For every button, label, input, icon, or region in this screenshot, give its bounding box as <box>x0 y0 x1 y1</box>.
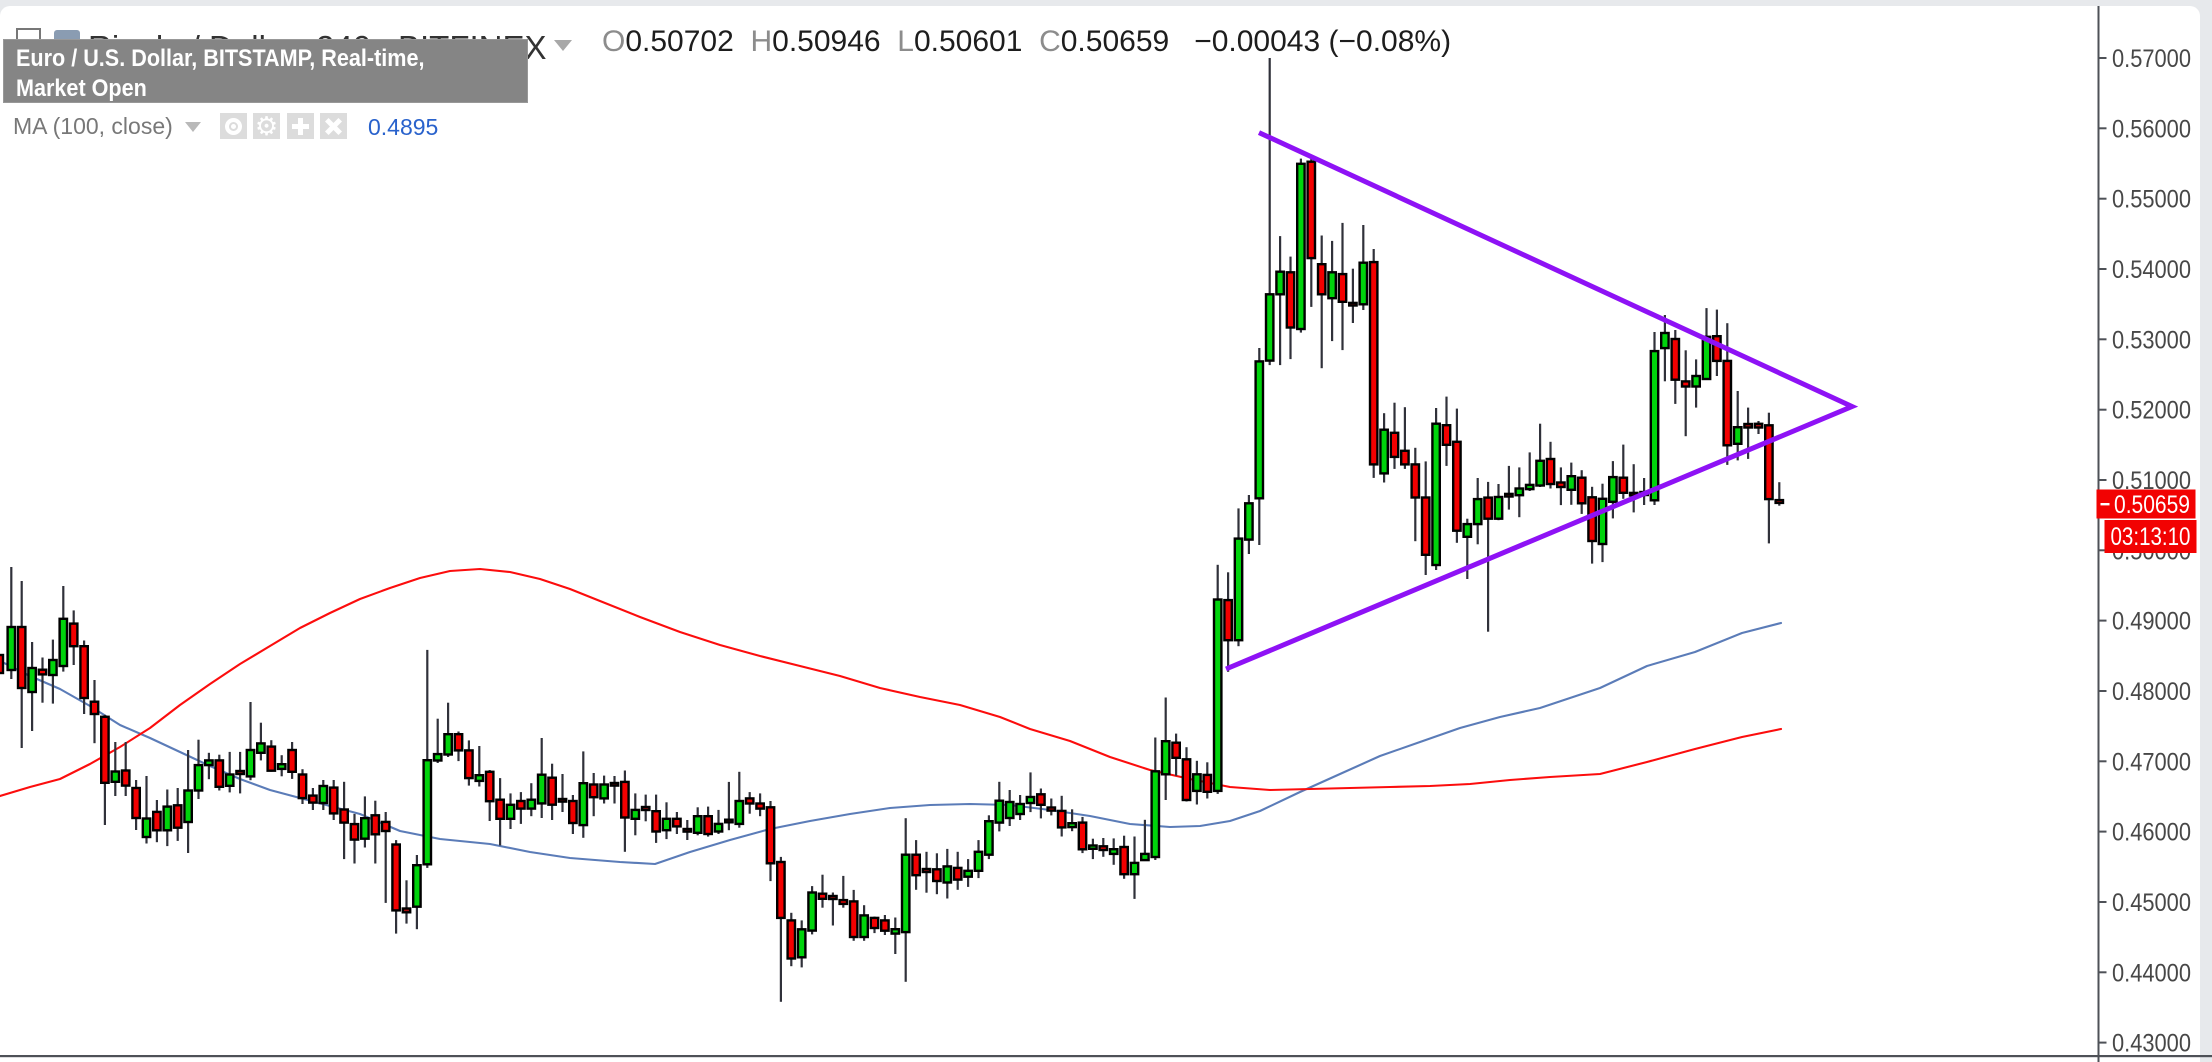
svg-text:0.55000: 0.55000 <box>2112 186 2191 214</box>
svg-text:0.44000: 0.44000 <box>2112 959 2191 987</box>
svg-text:03:13:10: 03:13:10 <box>2111 523 2191 551</box>
svg-text:0.50659: 0.50659 <box>2114 491 2190 519</box>
svg-text:0.52000: 0.52000 <box>2112 397 2191 425</box>
svg-text:0.45000: 0.45000 <box>2112 889 2191 917</box>
svg-text:0.43000: 0.43000 <box>2112 1030 2191 1058</box>
svg-text:0.57000: 0.57000 <box>2112 45 2191 73</box>
svg-text:0.48000: 0.48000 <box>2112 678 2191 706</box>
svg-text:0.53000: 0.53000 <box>2112 326 2191 354</box>
svg-text:0.56000: 0.56000 <box>2112 115 2191 143</box>
svg-text:0.46000: 0.46000 <box>2112 819 2191 847</box>
svg-text:0.47000: 0.47000 <box>2112 748 2191 776</box>
svg-text:0.54000: 0.54000 <box>2112 256 2191 284</box>
svg-text:0.49000: 0.49000 <box>2112 608 2191 636</box>
